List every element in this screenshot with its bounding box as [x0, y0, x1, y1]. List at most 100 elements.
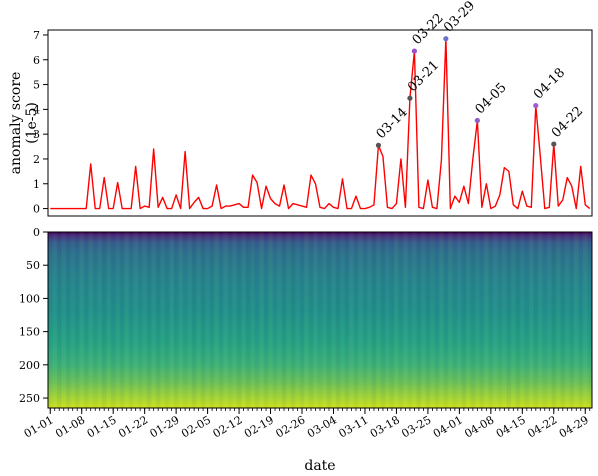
heatmap-day-column	[290, 232, 296, 408]
heatmap-day-column	[281, 232, 287, 408]
heatmap-day-column	[313, 232, 318, 408]
heatmap-day-column	[457, 232, 462, 408]
heatmap-day-column	[250, 232, 255, 408]
heatmap-day-column	[165, 232, 170, 408]
peak-label: 03-14	[374, 105, 411, 142]
peak-label: 04-22	[549, 104, 586, 141]
heatmap-day-column	[556, 232, 561, 408]
heatmap-day-column	[142, 232, 147, 408]
heatmap-day-column	[466, 232, 471, 408]
heatmap-day-column	[515, 232, 521, 408]
heatmap-day-column	[191, 232, 197, 408]
heatmap-x-tick-label: 04-15	[494, 413, 528, 440]
heatmap-day-column	[48, 232, 53, 408]
heatmap-day-column	[133, 232, 138, 408]
heatmap-day-column	[264, 232, 269, 408]
heatmap-day-column	[223, 232, 228, 408]
heatmap-x-tick-label: 02-05	[179, 413, 213, 440]
line-chart: 0 1 2 3 4 5 6 7 anomaly score (1e-5) 03-14 03-21…	[8, 0, 593, 217]
heatmap-day-column	[498, 232, 503, 408]
heatmap-day-column	[475, 232, 480, 408]
heatmap-x-tick-label: 02-26	[274, 413, 308, 440]
heatmap-day-column	[146, 232, 152, 408]
peak-marker	[375, 142, 382, 148]
heatmap-day-column	[511, 232, 516, 408]
heatmap-day-column	[371, 232, 377, 408]
heatmap-day-column	[570, 232, 575, 408]
peak-label: 04-05	[473, 80, 510, 117]
line-y-tick-label: 3	[33, 128, 40, 141]
heatmap-x-tick-label: 01-22	[116, 413, 150, 440]
heatmap-day-column	[439, 232, 444, 408]
heatmap-y-tick-label: 150	[19, 326, 40, 339]
heatmap-x-tick-label: 02-19	[242, 413, 276, 440]
heatmap-y-tick-label: 50	[26, 259, 40, 272]
heatmap-day-column	[520, 232, 525, 408]
heatmap-y-tick-label: 100	[19, 292, 40, 305]
heatmap-day-column	[106, 232, 111, 408]
heatmap-chart: 0 50 100 150 200 250 01-0101-0801-1501-2201-2…	[19, 226, 593, 474]
line-y-tick-label: 6	[33, 54, 40, 67]
line-y-tick-label: 4	[33, 103, 40, 116]
heatmap-day-column	[75, 232, 80, 408]
heatmap-day-columns	[48, 232, 593, 408]
heatmap-day-column	[470, 232, 476, 408]
heatmap-day-column	[53, 232, 58, 408]
heatmap-day-column	[115, 232, 120, 408]
heatmap-day-column	[236, 232, 242, 408]
line-y-tick-label: 1	[33, 178, 40, 191]
heatmap-day-column	[399, 232, 404, 408]
peak-label: 03-22	[410, 11, 447, 48]
line-y-ticks: 0 1 2 3 4 5 6 7	[33, 29, 48, 216]
heatmap-day-column	[309, 232, 314, 408]
heatmap-day-column	[295, 232, 300, 408]
heatmap-day-column	[565, 232, 570, 408]
heatmap-day-column	[588, 232, 593, 408]
heatmap-day-column	[61, 232, 66, 408]
heatmap-day-column	[88, 232, 93, 408]
heatmap-day-column	[318, 232, 323, 408]
heatmap-day-column	[97, 232, 102, 408]
heatmap-day-column	[120, 232, 125, 408]
peak-marker	[443, 36, 449, 42]
heatmap-day-column	[245, 232, 251, 408]
peak-marker	[411, 48, 418, 54]
heatmap-day-column	[461, 232, 467, 408]
heatmap-y-ticks: 0 50 100 150 200 250	[19, 226, 48, 405]
heatmap-day-column	[340, 232, 345, 408]
heatmap-x-tick-label: 01-29	[148, 413, 182, 440]
heatmap-day-column	[579, 232, 584, 408]
heatmap-day-column	[187, 232, 192, 408]
heatmap-x-tick-label: 03-18	[368, 413, 402, 440]
heatmap-day-column	[219, 232, 224, 408]
heatmap-day-column	[416, 232, 422, 408]
heatmap-day-column	[183, 232, 188, 408]
heatmap-day-column	[560, 232, 566, 408]
heatmap-day-column	[493, 232, 498, 408]
heatmap-day-column	[448, 232, 453, 408]
heatmap-day-column	[534, 232, 539, 408]
heatmap-day-column	[574, 232, 579, 408]
heatmap-gradient	[48, 232, 592, 408]
heatmap-x-tick-label: 04-22	[525, 413, 559, 440]
heatmap-day-column	[124, 232, 129, 408]
heatmap-x-tick-label: 01-01	[22, 413, 56, 440]
heatmap-day-column	[380, 232, 386, 408]
heatmap-day-column	[335, 232, 341, 408]
line-plot-frame	[47, 29, 593, 217]
line-y-axis-label: anomaly score	[8, 72, 24, 175]
heatmap-day-column	[326, 232, 332, 408]
heatmap-x-axis-label: date	[304, 458, 335, 474]
heatmap-day-column	[241, 232, 246, 408]
heatmap-day-column	[425, 232, 431, 408]
heatmap-day-column	[79, 232, 84, 408]
heatmap-day-column	[300, 232, 305, 408]
heatmap-day-column	[529, 232, 534, 408]
heatmap-day-column	[255, 232, 260, 408]
line-y-tick-label: 2	[33, 153, 40, 166]
heatmap-day-column	[232, 232, 237, 408]
heatmap-y-tick-label: 250	[19, 392, 40, 405]
heatmap-day-column	[277, 232, 282, 408]
